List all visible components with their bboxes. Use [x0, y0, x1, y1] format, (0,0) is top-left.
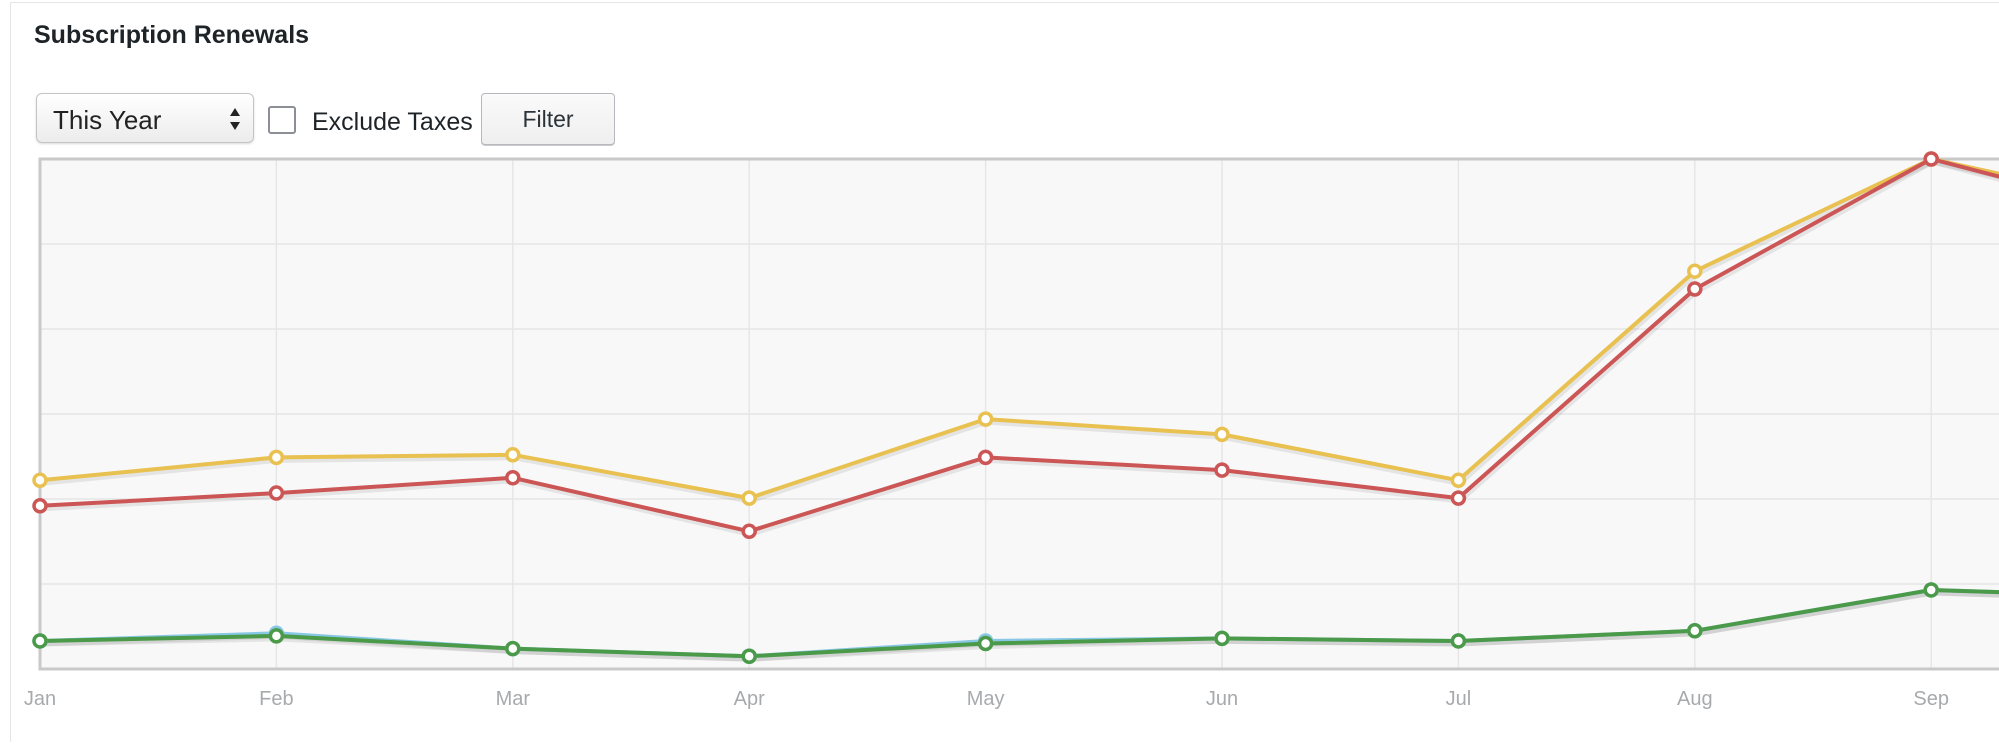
- series-line-0: [39, 157, 1999, 501]
- data-point[interactable]: [1214, 462, 1230, 478]
- exclude-taxes-checkbox[interactable]: [268, 106, 296, 134]
- data-point[interactable]: [32, 633, 48, 649]
- data-point[interactable]: [1450, 633, 1467, 649]
- chart-lines: [39, 157, 1999, 662]
- chart-points: [32, 151, 1939, 664]
- data-point[interactable]: [505, 640, 521, 657]
- x-tick-label: Mar: [496, 688, 531, 710]
- data-point[interactable]: [268, 449, 285, 466]
- series-line-3: [39, 588, 1999, 659]
- select-arrows-icon: [230, 108, 240, 130]
- data-point[interactable]: [505, 447, 521, 463]
- x-tick-label: Aug: [1677, 688, 1713, 710]
- data-point[interactable]: [32, 472, 48, 489]
- data-point[interactable]: [1923, 582, 1939, 598]
- x-tick-label: May: [967, 688, 1005, 710]
- chart-grid: [38, 157, 1999, 671]
- data-point[interactable]: [977, 635, 994, 652]
- x-tick-label: Jan: [24, 688, 56, 710]
- range-select[interactable]: This Year: [36, 93, 254, 143]
- x-tick-label: Jul: [1446, 688, 1472, 710]
- x-tick-label: Apr: [734, 688, 765, 710]
- data-point[interactable]: [741, 490, 757, 506]
- exclude-taxes-label[interactable]: Exclude Taxes: [312, 108, 473, 136]
- data-point[interactable]: [1687, 281, 1703, 297]
- range-select-value: This Year: [53, 105, 162, 135]
- data-point[interactable]: [268, 628, 285, 644]
- data-point[interactable]: [741, 648, 757, 664]
- data-point[interactable]: [505, 470, 521, 486]
- x-tick-label: Feb: [259, 688, 293, 710]
- data-point[interactable]: [977, 411, 994, 427]
- series-line-1: [39, 157, 1999, 534]
- x-tick-label: Jun: [1206, 688, 1238, 710]
- filter-button[interactable]: Filter: [481, 93, 615, 145]
- data-point[interactable]: [1687, 623, 1703, 639]
- data-point[interactable]: [1450, 490, 1467, 506]
- data-point[interactable]: [977, 449, 994, 466]
- data-point[interactable]: [1923, 151, 1939, 167]
- data-point[interactable]: [268, 485, 285, 501]
- chart-x-ticks: Jan Feb Mar Apr May Jun Jul Aug Sep: [24, 688, 1949, 710]
- data-point[interactable]: [1450, 472, 1467, 489]
- data-point[interactable]: [1214, 630, 1230, 647]
- page-title: Subscription Renewals: [34, 21, 310, 49]
- chart-axes: [38, 157, 1999, 671]
- data-point[interactable]: [741, 523, 757, 540]
- x-tick-label: Sep: [1913, 688, 1949, 710]
- data-point[interactable]: [1214, 426, 1230, 443]
- data-point[interactable]: [32, 498, 48, 514]
- data-point[interactable]: [1687, 263, 1703, 279]
